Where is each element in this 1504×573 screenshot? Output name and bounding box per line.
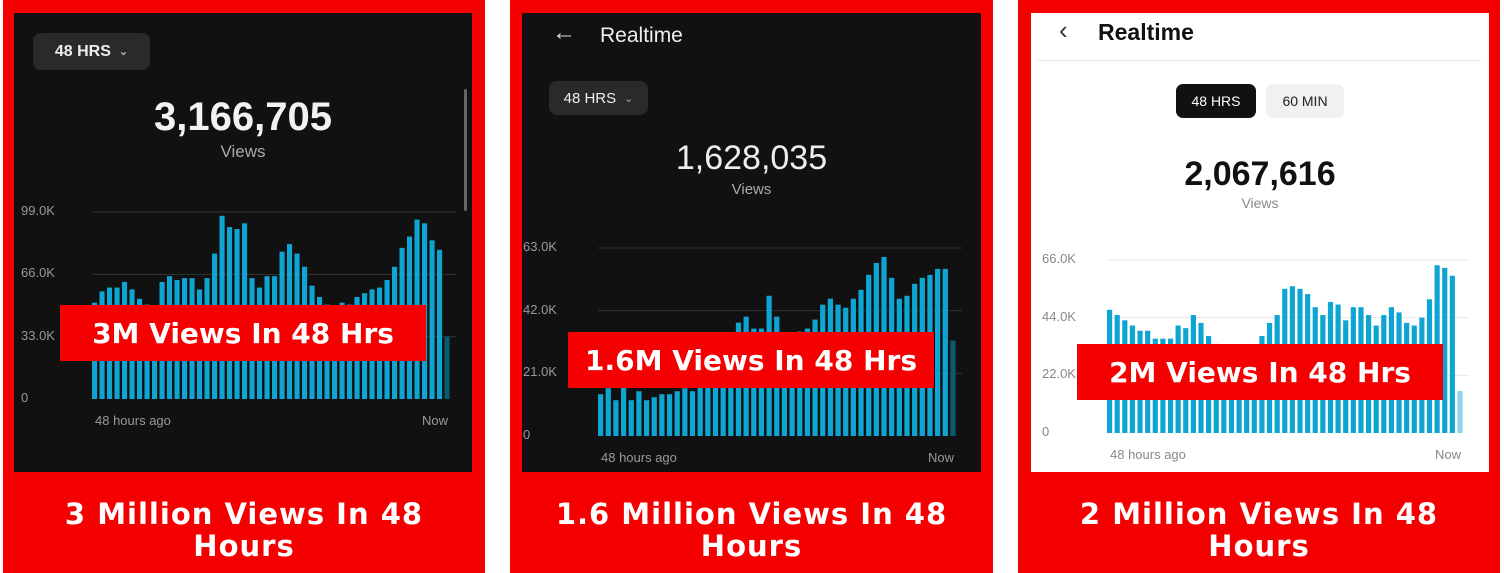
bar[interactable]: [1457, 391, 1463, 433]
y-tick-label: 0: [21, 390, 29, 405]
y-tick-label: 0: [1042, 424, 1050, 439]
x-label-start: 48 hours ago: [95, 413, 171, 428]
bar[interactable]: [728, 364, 734, 436]
y-tick-label: 66.0K: [1042, 251, 1076, 266]
y-tick-label: 22.0K: [1042, 366, 1076, 382]
chevron-down-icon: ⌄: [118, 46, 129, 58]
bar[interactable]: [1449, 275, 1455, 433]
bar[interactable]: [444, 336, 450, 399]
bar[interactable]: [1442, 267, 1448, 433]
bar[interactable]: [605, 388, 611, 436]
x-label-start: 48 hours ago: [601, 450, 677, 465]
bar[interactable]: [781, 346, 788, 436]
y-tick-label: 33.0K: [21, 327, 55, 343]
x-label-end: Now: [1435, 447, 1462, 462]
bar[interactable]: [620, 385, 627, 436]
bar[interactable]: [935, 268, 941, 436]
bar[interactable]: [636, 391, 642, 436]
y-tick-label: 66.0K: [21, 265, 55, 281]
x-label-end: Now: [928, 450, 955, 465]
range-label: 48 HRS: [54, 42, 111, 60]
x-label-end: Now: [422, 413, 449, 428]
views-label: Views: [1241, 195, 1279, 211]
screen-title: Realtime: [1098, 19, 1194, 45]
caption: 3 Million Views In 48 Hours: [64, 497, 424, 563]
tab-48-hrs[interactable]: 48 HRS: [1176, 84, 1256, 118]
bar[interactable]: [712, 373, 719, 436]
bar[interactable]: [437, 249, 443, 399]
bar[interactable]: [705, 379, 711, 436]
bar[interactable]: [697, 385, 703, 436]
caption: 2 Million Views In 48 Hours: [1079, 497, 1439, 563]
tab-60-min[interactable]: 60 MIN: [1266, 84, 1344, 118]
bar[interactable]: [666, 394, 673, 436]
overlay-banner: 1.6M Views In 48 Hrs: [568, 332, 934, 388]
screen-title: Realtime: [600, 24, 683, 47]
bar[interactable]: [628, 400, 634, 436]
bar[interactable]: [613, 400, 619, 436]
chevron-down-icon: ⌄: [624, 92, 634, 105]
bar[interactable]: [674, 391, 680, 436]
y-tick-label: 21.0K: [523, 364, 557, 380]
range-dropdown[interactable]: 48 HRS ⌄: [549, 81, 648, 115]
bar[interactable]: [651, 397, 657, 436]
total-views: 1,628,035: [675, 139, 828, 177]
caption: 1.6 Million Views In 48 Hours: [555, 497, 948, 563]
bar[interactable]: [942, 268, 948, 436]
x-label-start: 48 hours ago: [1110, 447, 1186, 462]
panel-2m: ‹ Realtime 48 HRS 60 MIN 2,067,616 Views…: [1018, 0, 1500, 573]
bar[interactable]: [689, 391, 696, 436]
overlay-banner: 2M Views In 48 Hrs: [1077, 344, 1443, 400]
bar[interactable]: [789, 340, 795, 436]
bar[interactable]: [659, 394, 665, 436]
y-tick-label: 44.0K: [1042, 308, 1076, 324]
bar[interactable]: [720, 367, 726, 436]
bar-chart: [598, 247, 962, 436]
panel-1-6m: ← Realtime 48 HRS ⌄ 1,628,035 Views 0 21.…: [510, 0, 993, 573]
y-tick-label: 63.0K: [523, 239, 557, 254]
bar-chart: [1107, 259, 1469, 433]
bar[interactable]: [643, 400, 650, 436]
y-tick-label: 0: [523, 427, 531, 442]
y-tick-label: 99.0K: [21, 203, 55, 218]
back-chevron-icon[interactable]: ‹: [1059, 15, 1068, 45]
bar-chart: [92, 211, 456, 399]
bar[interactable]: [950, 340, 956, 436]
total-views: 2,067,616: [1184, 155, 1336, 193]
panel-3m: 48 HRS ⌄ 3,166,705 Views 0 33.0K 66.0K 99.0…: [3, 0, 485, 573]
header-divider: [1037, 60, 1481, 61]
back-arrow-icon[interactable]: ←: [552, 19, 576, 46]
views-label: Views: [731, 181, 772, 198]
bar[interactable]: [598, 394, 604, 436]
overlay-banner: 3M Views In 48 Hrs: [60, 305, 426, 361]
range-label: 48 HRS: [563, 89, 617, 107]
total-views: 3,166,705: [154, 95, 332, 139]
views-label: Views: [220, 142, 266, 161]
y-tick-label: 42.0K: [523, 301, 557, 317]
scrollbar[interactable]: [464, 89, 467, 211]
bar[interactable]: [429, 240, 435, 399]
bar[interactable]: [682, 388, 688, 436]
range-dropdown[interactable]: 48 HRS ⌄: [33, 33, 150, 70]
